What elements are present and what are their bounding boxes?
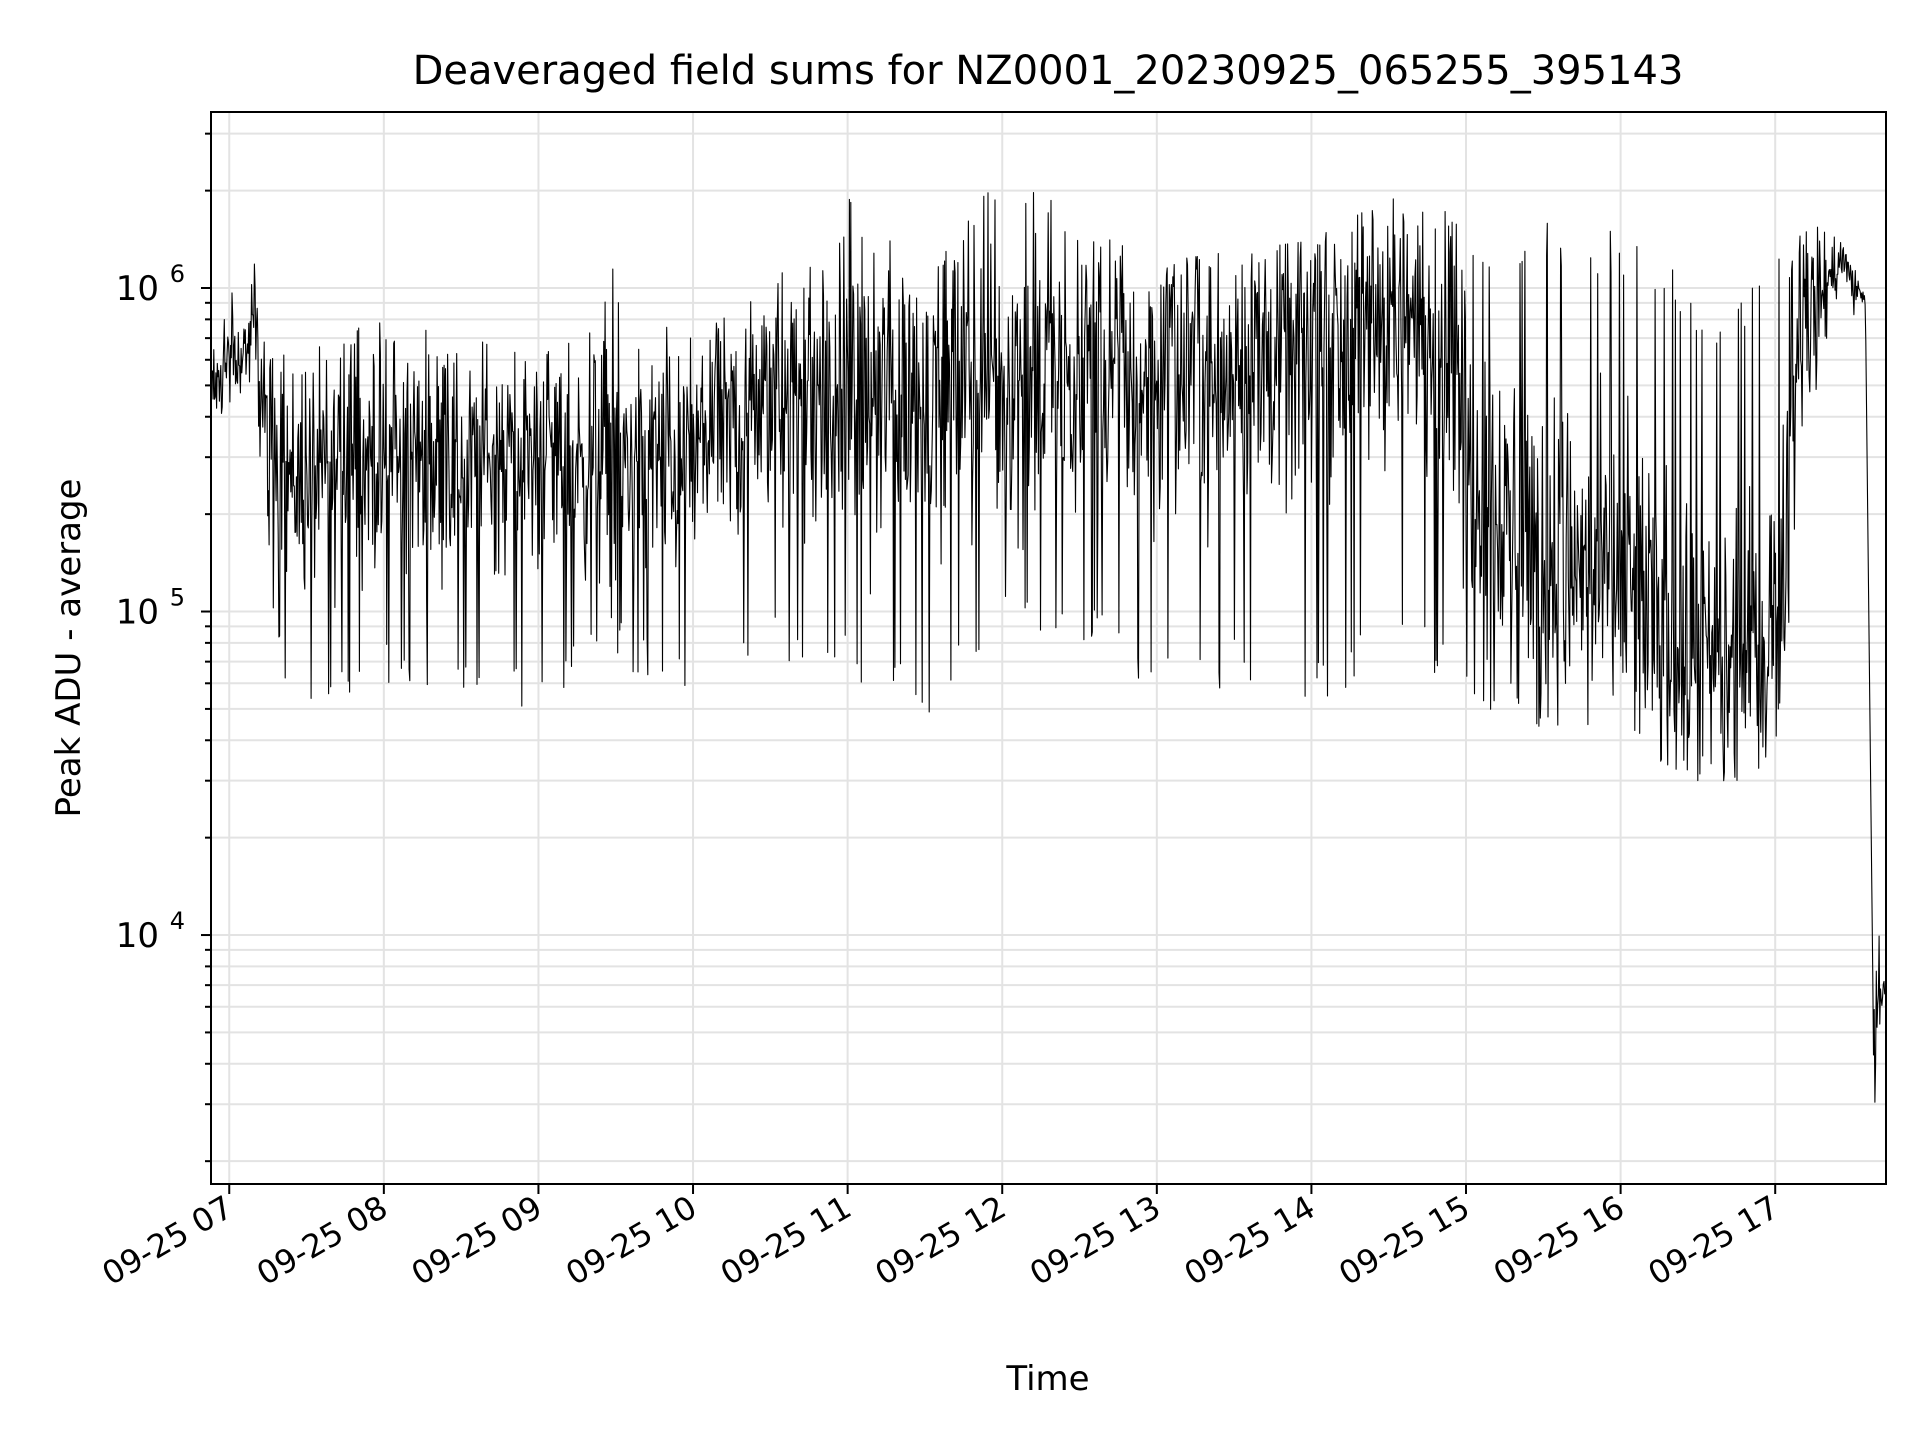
x-axis-label: Time (1005, 1359, 1089, 1399)
series-line (210, 192, 1886, 1103)
y-tick-exponent: 4 (170, 907, 185, 935)
chart-title: Deaveraged field sums for NZ0001_2023092… (413, 48, 1684, 94)
y-tick-exponent: 6 (170, 260, 185, 288)
y-axis: 10 4 10 5 10 6 (116, 132, 211, 1163)
plot-frame (210, 111, 1887, 1185)
y-tick-label: 10 (116, 593, 159, 633)
y-tick-label: 10 (116, 916, 159, 956)
grid (211, 112, 1886, 1184)
data-layer (210, 192, 1886, 1103)
y-tick-label: 10 (116, 269, 159, 309)
y-axis-label: Peak ADU - average (49, 479, 89, 818)
y-tick-exponent: 5 (170, 584, 185, 612)
